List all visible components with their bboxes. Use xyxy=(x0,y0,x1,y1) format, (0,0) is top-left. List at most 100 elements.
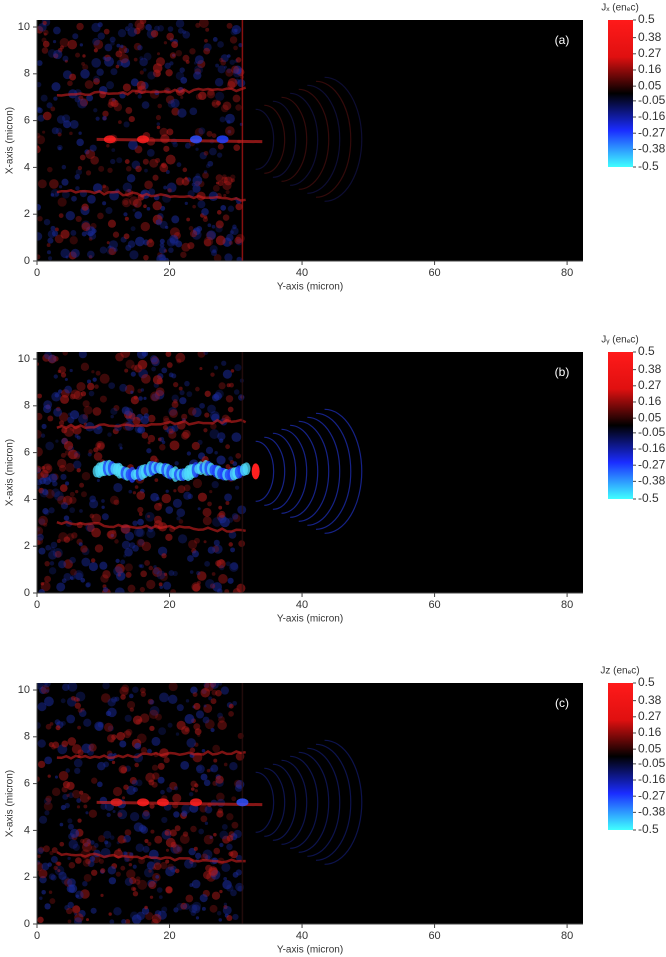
texture-blob xyxy=(73,758,83,768)
texture-blob xyxy=(124,829,132,836)
texture-blob xyxy=(164,257,169,261)
texture-blob xyxy=(187,555,194,562)
texture-blob xyxy=(83,873,92,882)
texture-blob xyxy=(134,742,142,750)
texture-blob xyxy=(85,918,90,922)
colorbar-tick-label: 0.5 xyxy=(638,12,655,26)
texture-blob xyxy=(57,861,62,866)
texture-blob xyxy=(154,910,162,917)
texture-blob xyxy=(203,704,207,708)
texture-blob xyxy=(102,185,109,193)
texture-blob xyxy=(55,861,61,866)
texture-blob xyxy=(234,28,238,33)
texture-blob xyxy=(67,39,78,50)
texture-blob xyxy=(232,461,238,467)
texture-blob xyxy=(171,401,179,409)
texture-blob xyxy=(132,715,143,725)
texture-blob xyxy=(210,423,217,430)
texture-blob xyxy=(195,710,205,719)
texture-blob xyxy=(230,547,236,553)
texture-blob xyxy=(106,241,110,245)
streak xyxy=(96,137,263,144)
texture-blob xyxy=(202,849,213,860)
texture-blob xyxy=(73,390,83,400)
texture-blob xyxy=(127,27,137,37)
y-tick-label: 10 xyxy=(18,353,30,365)
wake-arc xyxy=(264,436,286,506)
texture-blob xyxy=(140,691,147,697)
texture-blob xyxy=(192,175,203,186)
texture-blob xyxy=(209,429,220,439)
texture-blob xyxy=(136,80,146,90)
texture-blob xyxy=(41,889,46,895)
texture-blob xyxy=(57,458,67,469)
texture-blob xyxy=(102,586,109,593)
texture-blob xyxy=(202,516,212,526)
texture-blob xyxy=(192,583,201,592)
texture-blob xyxy=(217,712,223,719)
texture-blob xyxy=(208,696,213,701)
texture-blob xyxy=(49,898,56,905)
texture-blob xyxy=(83,842,89,848)
texture-blob xyxy=(77,749,84,756)
wake-arc xyxy=(272,763,297,841)
texture-blob xyxy=(68,251,77,260)
texture-blob xyxy=(52,741,60,749)
texture-blob xyxy=(212,744,221,753)
y-tick-label: 8 xyxy=(24,731,30,743)
wake-arc xyxy=(290,424,319,518)
texture-blob xyxy=(120,352,131,358)
x-tick-label: 20 xyxy=(163,930,175,942)
texture-blob xyxy=(70,229,77,236)
texture-blob xyxy=(44,696,54,707)
texture-blob xyxy=(117,809,128,820)
texture-blob xyxy=(154,502,162,511)
texture-blob xyxy=(204,560,211,567)
texture-blob xyxy=(73,451,81,458)
texture-blob xyxy=(47,354,57,364)
texture-blob xyxy=(143,68,147,72)
panel: 0 20 40 60 80 0 2 4 6 8 10 Y-axis (micron) X-axis (m… xyxy=(5,3,666,293)
texture-blob xyxy=(219,57,224,63)
texture-blob xyxy=(133,822,144,832)
texture-blob xyxy=(110,99,119,108)
texture-blob xyxy=(37,232,43,241)
texture-blob xyxy=(63,440,74,451)
texture-blob xyxy=(41,862,50,871)
texture-blob xyxy=(222,180,232,191)
texture-blob xyxy=(191,582,201,592)
texture-blob xyxy=(168,570,175,576)
texture-blob xyxy=(90,558,96,563)
texture-blob xyxy=(149,699,155,705)
texture-blob xyxy=(146,529,156,539)
texture-blob xyxy=(223,905,228,910)
texture-blob xyxy=(214,450,218,455)
texture-blob xyxy=(181,810,188,817)
texture-blob xyxy=(59,822,64,827)
texture-blob xyxy=(141,432,149,439)
texture-blob xyxy=(147,879,156,888)
texture-blob xyxy=(148,880,157,890)
axes: 0 20 40 60 80 0 2 4 6 8 10 xyxy=(18,683,583,942)
texture-blob xyxy=(113,103,123,112)
texture-blob xyxy=(110,738,115,743)
texture-blob xyxy=(129,250,139,260)
texture-blob xyxy=(226,914,233,922)
texture-blob xyxy=(194,783,199,788)
colorbar-tick-label: 0.38 xyxy=(638,693,662,707)
texture-blob xyxy=(200,773,208,781)
texture-blob xyxy=(68,823,74,830)
texture-blob xyxy=(230,562,239,571)
texture-blob xyxy=(79,509,83,513)
texture-blob xyxy=(184,859,194,869)
texture-blob xyxy=(209,583,216,589)
texture-blob xyxy=(178,386,183,391)
texture-blob xyxy=(40,433,46,438)
texture-blob xyxy=(48,354,57,363)
texture-blob xyxy=(143,204,147,209)
texture-blob xyxy=(132,787,138,793)
streak-blob xyxy=(156,798,169,807)
texture-blob xyxy=(112,231,120,238)
texture-blob xyxy=(81,557,91,567)
